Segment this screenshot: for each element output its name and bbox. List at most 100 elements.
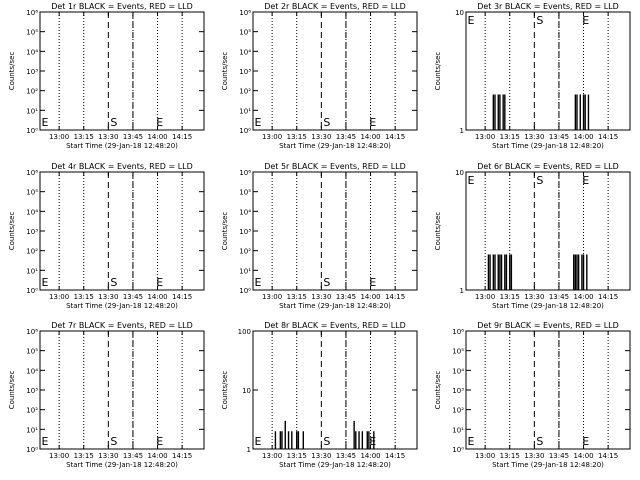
interval-marker-e: E bbox=[41, 435, 48, 448]
interval-marker-e: E bbox=[41, 276, 48, 289]
y-tick-label: 10 bbox=[455, 9, 464, 17]
y-tick-label: 10² bbox=[452, 407, 464, 415]
x-tick-label: 13:30 bbox=[311, 133, 331, 141]
detector-panel: Det 1r BLACK = Events, RED = LLD 13:00 13:… bbox=[8, 2, 205, 150]
x-tick-label: 14:00 bbox=[147, 133, 167, 141]
interval-marker-e: E bbox=[41, 116, 48, 129]
x-axis-label: Start Time (29-Jan-18 12:48:20) bbox=[279, 142, 391, 150]
plot-frame bbox=[465, 330, 631, 450]
y-tick-label: 10³ bbox=[239, 228, 251, 236]
y-tick-label: 10¹ bbox=[26, 107, 38, 115]
y-tick-label: 10⁶ bbox=[26, 9, 38, 17]
panel-title: Det 9r BLACK = Events, RED = LLD bbox=[477, 321, 619, 330]
x-axis-label: Start Time (29-Jan-18 12:48:20) bbox=[492, 461, 604, 469]
interval-marker-s: S bbox=[323, 116, 330, 129]
y-tick-label: 10⁴ bbox=[452, 367, 464, 375]
y-tick-label: 1 bbox=[460, 127, 464, 135]
x-tick-label: 14:00 bbox=[573, 133, 593, 141]
y-axis-label: Counts/sec bbox=[434, 52, 442, 91]
interval-marker-e: E bbox=[254, 276, 261, 289]
x-tick-label: 13:30 bbox=[98, 133, 118, 141]
plot-frame bbox=[252, 330, 418, 450]
interval-marker-e: E bbox=[254, 435, 261, 448]
interval-marker-s: S bbox=[110, 435, 117, 448]
interval-marker-s: S bbox=[536, 174, 543, 187]
y-axis-label: Counts/sec bbox=[434, 212, 442, 251]
interval-marker-e: E bbox=[467, 174, 474, 187]
detector-panel: Det 8r BLACK = Events, RED = LLD 13:00 13:… bbox=[221, 321, 418, 469]
interval-marker-e: E bbox=[582, 14, 589, 27]
y-tick-label: 10³ bbox=[239, 68, 251, 76]
x-tick-label: 13:30 bbox=[524, 452, 544, 460]
x-tick-label: 13:15 bbox=[74, 452, 94, 460]
y-tick-label: 10⁶ bbox=[452, 328, 464, 336]
x-tick-label: 14:15 bbox=[598, 293, 618, 301]
interval-marker-e: E bbox=[467, 14, 474, 27]
x-tick-label: 13:15 bbox=[74, 293, 94, 301]
panel-title: Det 5r BLACK = Events, RED = LLD bbox=[264, 162, 406, 171]
y-tick-label: 10⁰ bbox=[26, 127, 38, 135]
x-tick-label: 13:00 bbox=[49, 293, 69, 301]
y-tick-label: 10⁵ bbox=[452, 348, 464, 356]
detector-panel: Det 9r BLACK = Events, RED = LLD 13:00 13:… bbox=[434, 321, 631, 469]
y-axis-label: Counts/sec bbox=[221, 212, 229, 251]
interval-marker-e: E bbox=[254, 116, 261, 129]
plot-frame bbox=[252, 11, 418, 131]
interval-marker-e: E bbox=[156, 435, 163, 448]
interval-marker-e: E bbox=[156, 276, 163, 289]
y-tick-label: 10⁴ bbox=[26, 367, 38, 375]
panel-title: Det 7r BLACK = Events, RED = LLD bbox=[51, 321, 193, 330]
y-tick-label: 10⁵ bbox=[26, 29, 38, 37]
x-tick-label: 14:00 bbox=[360, 133, 380, 141]
y-tick-label: 10 bbox=[455, 169, 464, 177]
x-tick-label: 13:45 bbox=[336, 293, 356, 301]
panel-title: Det 3r BLACK = Events, RED = LLD bbox=[477, 2, 619, 11]
interval-marker-s: S bbox=[323, 276, 330, 289]
plot-frame bbox=[252, 171, 418, 291]
x-tick-label: 13:45 bbox=[549, 133, 569, 141]
y-tick-label: 10⁵ bbox=[239, 189, 251, 197]
y-tick-label: 10² bbox=[26, 248, 38, 256]
y-tick-label: 10² bbox=[239, 248, 251, 256]
x-tick-label: 14:15 bbox=[598, 452, 618, 460]
y-tick-label: 10³ bbox=[26, 68, 38, 76]
y-tick-label: 1 bbox=[460, 287, 464, 295]
y-tick-label: 10 bbox=[242, 387, 251, 395]
x-axis-label: Start Time (29-Jan-18 12:48:20) bbox=[66, 142, 178, 150]
x-tick-label: 13:45 bbox=[336, 452, 356, 460]
y-tick-label: 10⁰ bbox=[26, 446, 38, 454]
x-tick-label: 14:15 bbox=[385, 452, 405, 460]
y-tick-label: 10⁶ bbox=[26, 328, 38, 336]
y-tick-label: 10⁶ bbox=[26, 169, 38, 177]
y-tick-label: 10⁴ bbox=[26, 48, 38, 56]
x-tick-label: 13:00 bbox=[49, 133, 69, 141]
panel-title: Det 6r BLACK = Events, RED = LLD bbox=[477, 162, 619, 171]
y-tick-label: 10³ bbox=[452, 387, 464, 395]
y-tick-label: 10⁰ bbox=[239, 127, 251, 135]
x-tick-label: 14:00 bbox=[360, 452, 380, 460]
y-axis-label: Counts/sec bbox=[8, 52, 16, 91]
interval-marker-e: E bbox=[369, 276, 376, 289]
x-axis-label: Start Time (29-Jan-18 12:48:20) bbox=[279, 461, 391, 469]
y-tick-label: 10⁵ bbox=[239, 29, 251, 37]
plot-frame bbox=[39, 171, 205, 291]
x-tick-label: 13:45 bbox=[336, 133, 356, 141]
plot-frame bbox=[39, 330, 205, 450]
x-tick-label: 14:00 bbox=[147, 452, 167, 460]
y-axis-label: Counts/sec bbox=[221, 52, 229, 91]
interval-marker-e: E bbox=[369, 116, 376, 129]
plot-frame bbox=[465, 171, 631, 291]
y-tick-label: 10¹ bbox=[239, 107, 251, 115]
interval-marker-s: S bbox=[110, 116, 117, 129]
y-tick-label: 10¹ bbox=[26, 267, 38, 275]
x-tick-label: 13:30 bbox=[311, 293, 331, 301]
interval-marker-s: S bbox=[536, 14, 543, 27]
detector-panel: Det 4r BLACK = Events, RED = LLD 13:00 13:… bbox=[8, 162, 205, 310]
x-tick-label: 13:15 bbox=[287, 293, 307, 301]
x-tick-label: 14:15 bbox=[172, 452, 192, 460]
y-tick-label: 10⁵ bbox=[26, 348, 38, 356]
x-tick-label: 14:00 bbox=[573, 293, 593, 301]
x-tick-label: 13:30 bbox=[98, 452, 118, 460]
x-tick-label: 13:15 bbox=[500, 133, 520, 141]
x-tick-label: 14:15 bbox=[385, 133, 405, 141]
